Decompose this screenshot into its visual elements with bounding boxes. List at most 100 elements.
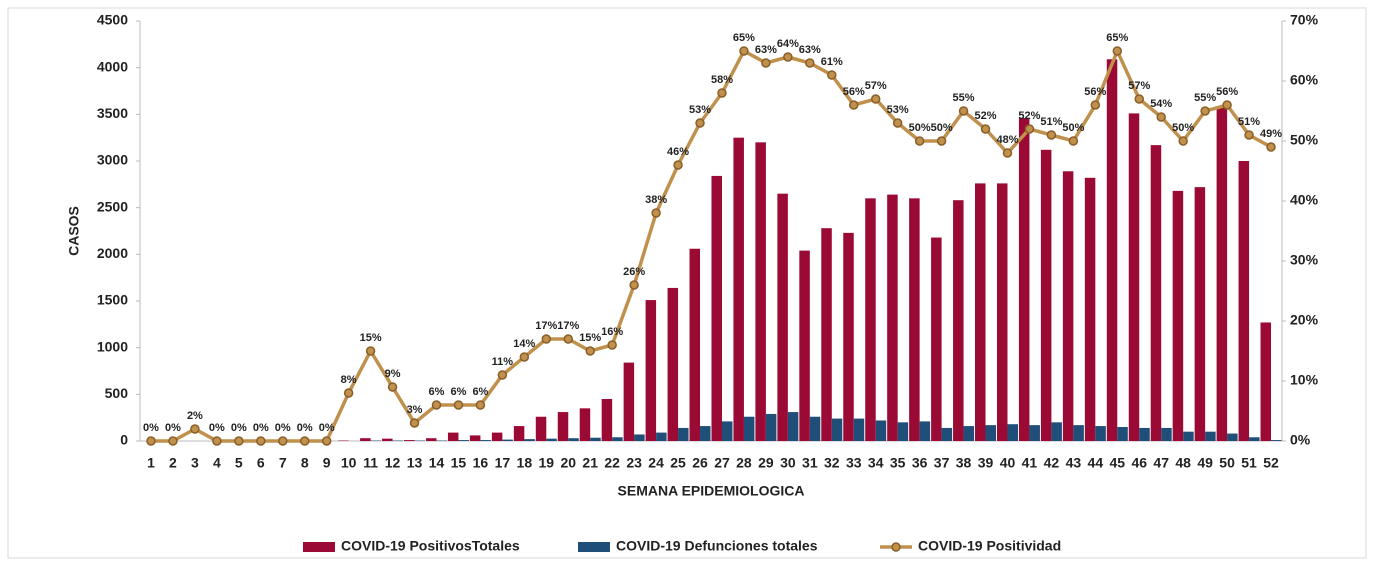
bar xyxy=(1040,149,1052,442)
line-marker xyxy=(914,136,925,146)
bar xyxy=(711,175,722,441)
y-tick-label: 1500 xyxy=(97,292,128,308)
data-label: 50% xyxy=(909,122,931,134)
bar xyxy=(1249,437,1260,441)
data-label: 50% xyxy=(1062,122,1084,134)
data-label: 55% xyxy=(953,92,975,104)
bar xyxy=(1073,425,1084,441)
bar xyxy=(645,300,657,441)
y2-tick-label: 70% xyxy=(1290,12,1319,28)
bar xyxy=(1271,440,1282,441)
line-marker xyxy=(1222,100,1232,110)
bar xyxy=(887,194,898,441)
bar xyxy=(843,232,854,441)
bar xyxy=(1117,427,1128,441)
data-label: 2% xyxy=(187,410,203,422)
line-marker xyxy=(1178,136,1188,146)
x-tick-label: 13 xyxy=(407,455,423,471)
line-marker xyxy=(651,208,661,218)
x-tick-label: 35 xyxy=(890,455,906,471)
x-tick-label: 37 xyxy=(934,455,950,471)
data-label: 56% xyxy=(1084,86,1106,98)
bar xyxy=(1150,145,1162,441)
line-marker xyxy=(497,370,508,380)
bar xyxy=(623,362,635,441)
bar xyxy=(1062,171,1074,441)
line-marker xyxy=(563,334,573,344)
bar xyxy=(1128,113,1140,442)
x-tick-label: 2 xyxy=(169,455,177,471)
y2-tick-label: 10% xyxy=(1290,372,1319,388)
bar xyxy=(480,440,491,441)
line-marker xyxy=(278,436,288,446)
line-marker xyxy=(387,382,398,392)
bar xyxy=(524,439,535,441)
bar xyxy=(502,439,513,441)
y-tick-label: 500 xyxy=(105,385,129,401)
line-marker xyxy=(1090,100,1101,110)
x-tick-label: 23 xyxy=(626,455,642,471)
x-tick-label: 48 xyxy=(1175,455,1191,471)
x-tick-label: 42 xyxy=(1044,455,1060,471)
bar xyxy=(909,198,920,441)
data-label: 0% xyxy=(319,422,335,434)
data-label: 48% xyxy=(996,134,1018,146)
data-label: 15% xyxy=(579,332,601,344)
x-tick-label: 9 xyxy=(323,455,331,471)
bar xyxy=(1007,424,1018,441)
line xyxy=(150,46,1272,443)
y-tick-label: 1000 xyxy=(97,338,128,354)
data-label: 14% xyxy=(513,338,535,350)
data-label: 0% xyxy=(231,422,247,434)
line-marker xyxy=(892,118,903,128)
line-marker xyxy=(168,436,178,446)
bar xyxy=(809,416,821,441)
frame xyxy=(7,7,1367,559)
data-label: 58% xyxy=(711,74,733,86)
bar xyxy=(1029,425,1040,441)
x-tick-label: 50 xyxy=(1219,455,1235,471)
x-tick-label: 21 xyxy=(582,455,598,471)
bar xyxy=(612,437,623,441)
data-label: 63% xyxy=(799,44,821,56)
y2-tick-label: 0% xyxy=(1290,432,1311,448)
bar xyxy=(546,438,557,441)
legend-swatch xyxy=(303,542,335,552)
data-label: 65% xyxy=(733,32,755,44)
data-label: 51% xyxy=(1238,116,1260,128)
line-marker xyxy=(256,436,266,446)
data-label: 8% xyxy=(341,374,357,386)
data-label: 6% xyxy=(472,386,488,398)
line-marker xyxy=(475,400,486,410)
bar xyxy=(469,435,481,441)
x-tick-label: 44 xyxy=(1088,455,1104,471)
line-marker xyxy=(1156,112,1166,122)
line-marker xyxy=(717,88,727,98)
x-tick-label: 32 xyxy=(824,455,840,471)
bar xyxy=(1018,118,1030,442)
data-label: 0% xyxy=(297,422,313,434)
line-marker xyxy=(190,424,200,434)
bar xyxy=(360,438,371,441)
x-tick-label: 12 xyxy=(385,455,401,471)
data-label: 53% xyxy=(689,104,711,116)
y-tick-label: 2500 xyxy=(97,198,128,214)
bar xyxy=(689,248,701,441)
x-tick-label: 38 xyxy=(956,455,972,471)
line-marker xyxy=(849,100,859,110)
bar xyxy=(1227,433,1238,441)
bar xyxy=(1238,161,1250,441)
line-marker xyxy=(212,436,222,446)
bar xyxy=(404,440,415,441)
x-tick-label: 30 xyxy=(780,455,796,471)
y2-tick-label: 60% xyxy=(1290,72,1319,88)
data-label: 3% xyxy=(407,404,423,416)
bar xyxy=(743,416,755,441)
line-marker xyxy=(585,346,595,356)
data-label: 56% xyxy=(1216,86,1238,98)
bar xyxy=(667,287,679,441)
bar xyxy=(590,437,601,441)
data-label: 65% xyxy=(1106,32,1128,44)
y2-tick-label: 20% xyxy=(1290,312,1319,328)
data-label: 49% xyxy=(1260,128,1282,140)
